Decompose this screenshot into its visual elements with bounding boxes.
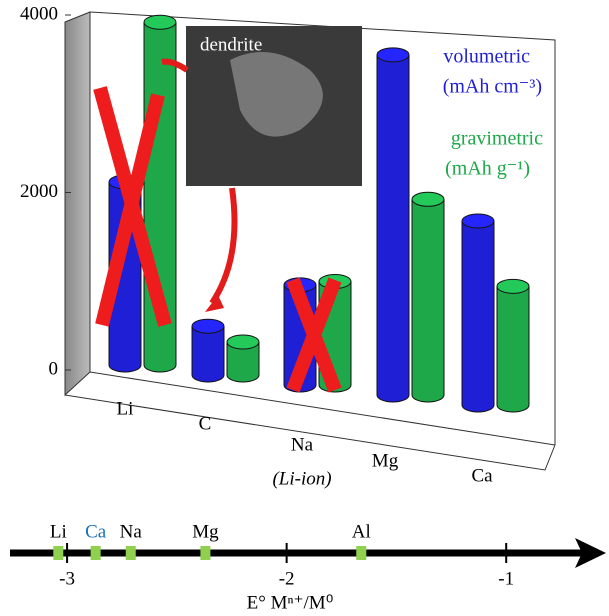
bar <box>462 221 494 405</box>
bar-top <box>461 213 495 229</box>
element-label: Al <box>352 521 371 542</box>
potential-marker <box>90 546 101 560</box>
back-wall <box>89 11 556 445</box>
y-tick-label: 2000 <box>20 181 58 202</box>
cross-marks <box>93 86 342 393</box>
bar <box>192 326 224 375</box>
potential-marker <box>356 546 367 560</box>
potential-marker <box>125 546 136 560</box>
potential-marker <box>53 546 64 560</box>
dendrite-texture <box>230 52 323 137</box>
element-label: Li <box>50 521 67 542</box>
bar-top <box>191 318 225 334</box>
element-label: Na <box>120 521 143 542</box>
bar <box>497 286 529 405</box>
element-label: Mg <box>192 521 219 542</box>
legend-gravimetric-unit: (mAh g⁻¹) <box>445 158 530 180</box>
arrow <box>161 58 189 73</box>
category-note: (Li-ion) <box>272 468 331 489</box>
bar-top <box>411 191 445 207</box>
bar <box>377 54 409 395</box>
x-tick-label: -1 <box>498 568 514 589</box>
y-tick-label: 4000 <box>20 3 58 24</box>
x-tick-label: Ca <box>471 465 493 486</box>
x-tick-label: Mg <box>372 450 399 471</box>
bar-top <box>143 14 177 30</box>
x-tick-label: -3 <box>59 568 75 589</box>
element-label: Ca <box>85 521 107 542</box>
bar-top <box>496 278 530 294</box>
x-axis-title: E° Mⁿ⁺/M⁰ <box>247 592 334 613</box>
arrow-head <box>205 295 224 312</box>
bar-top <box>226 334 260 350</box>
x-tick-label: Na <box>291 434 314 455</box>
legend-volumetric: volumetric <box>443 46 530 68</box>
y-tick-label: 0 <box>49 358 59 379</box>
x-tick-label: -2 <box>279 568 295 589</box>
x-tick-label: C <box>199 413 212 434</box>
arrow <box>209 187 238 305</box>
floor-edge <box>89 371 556 446</box>
potential-marker <box>200 546 211 560</box>
side-wall <box>64 11 91 397</box>
floor <box>64 394 556 471</box>
legend-volumetric-unit: (mAh cm⁻³) <box>443 76 542 98</box>
inset-label: dendrite <box>200 34 262 55</box>
legend-gravimetric: gravimetric <box>451 128 543 150</box>
bar-top <box>376 47 410 63</box>
number-line-arrow <box>575 538 606 568</box>
x-tick-label: Li <box>117 398 134 419</box>
bar <box>412 199 444 395</box>
